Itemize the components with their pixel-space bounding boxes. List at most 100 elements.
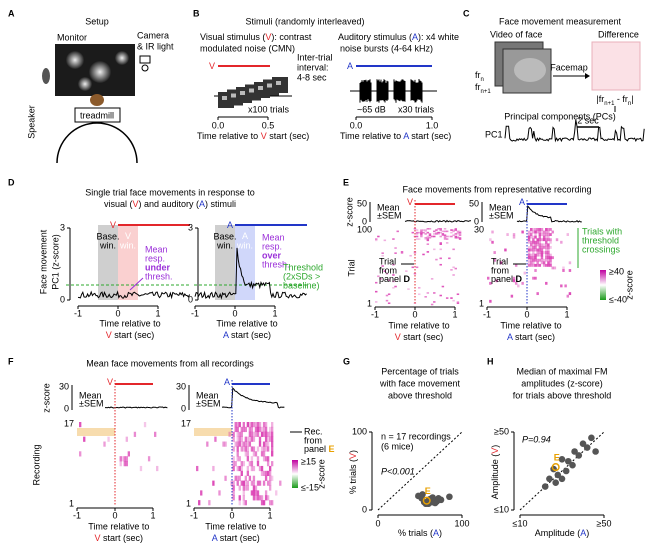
label: Camera [137, 30, 169, 40]
label: Mean [489, 202, 512, 212]
heat-cell [256, 426, 260, 433]
heat-cell [426, 228, 430, 230]
panel-title: Stimuli (randomly interleaved) [245, 16, 364, 26]
text-part: start (sec) [112, 330, 155, 340]
heat-cell [435, 233, 438, 235]
label: noise bursts (4-64 kHz) [340, 43, 433, 53]
heat-cell [242, 461, 245, 467]
label: 1 [452, 309, 457, 319]
label: A [227, 220, 233, 230]
heat-cell [530, 243, 533, 247]
label: ±SEM [196, 398, 220, 408]
text-part: start (sec) [401, 332, 444, 342]
heat-cell [545, 233, 548, 236]
heat-cell [246, 456, 250, 462]
heat-cell [240, 441, 243, 447]
heat-cell [240, 431, 243, 437]
heat-cell [420, 235, 423, 238]
text-part: ) stimuli [205, 199, 236, 209]
heat-cell [236, 475, 239, 481]
heat-cell [456, 302, 460, 305]
heat-cell [236, 436, 239, 442]
heat-cell [262, 470, 266, 477]
label: 0 [362, 216, 367, 226]
label: Rec. [304, 426, 323, 436]
heat-cell [266, 456, 270, 462]
heat-cell [250, 456, 254, 462]
heat-cell [437, 233, 440, 235]
heat-cell [493, 251, 496, 254]
heat-cell [232, 480, 235, 486]
heat-cell [532, 261, 535, 265]
heat-cell [238, 500, 241, 506]
text-part: start (sec) [513, 332, 556, 342]
label: panel E [304, 444, 335, 454]
heat-cell [454, 228, 457, 230]
heat-cell [415, 266, 419, 269]
label: modulated noise (CMN) [200, 43, 295, 53]
text-part: A [433, 528, 439, 538]
heat-cell [381, 252, 384, 254]
heat-cell [443, 238, 447, 240]
label: frn [475, 70, 484, 82]
stimulus-frame [240, 91, 245, 95]
heat-cell [256, 461, 260, 467]
heat-cell [562, 266, 565, 270]
heat-cell [387, 302, 391, 305]
label: x100 trials [248, 104, 290, 114]
heat-cell [256, 422, 260, 428]
response-window [235, 225, 255, 300]
label: 1 [155, 308, 160, 318]
text-part: V [348, 453, 358, 459]
heat-cell [538, 233, 542, 236]
heat-cell [208, 500, 211, 506]
heat-cell [415, 231, 419, 234]
heat-cell [450, 235, 453, 238]
heat-cell [143, 422, 147, 428]
text-part: start (sec) [217, 533, 260, 543]
heat-cell [512, 233, 516, 236]
label: Trials with [582, 226, 622, 236]
heat-cell [491, 240, 494, 244]
label: -1 [191, 308, 199, 318]
label: (6 mice) [381, 441, 414, 451]
heat-cell [454, 233, 457, 235]
heat-cell [232, 446, 235, 452]
label: Time relative to [99, 318, 160, 328]
heat-cell [536, 292, 539, 296]
heat-cell [562, 269, 565, 272]
heat-cell [246, 446, 250, 452]
heat-cell [246, 451, 250, 457]
heat-cell [236, 446, 239, 452]
heat-cell [538, 243, 542, 247]
text-part: V [407, 197, 413, 207]
stimulus-frame [222, 96, 227, 100]
point [546, 475, 553, 483]
highlight-point [551, 463, 560, 472]
heat-cell [527, 248, 531, 252]
heat-cell [504, 248, 507, 252]
label: Amplitude (V) [490, 445, 500, 500]
heat-cell [413, 252, 417, 254]
point [419, 491, 426, 498]
heat-cell [545, 256, 548, 260]
heat-cell [394, 285, 397, 288]
heat-cell [250, 480, 254, 486]
label: 1 [186, 498, 191, 508]
heat-cell [443, 228, 447, 230]
heat-cell [445, 242, 449, 244]
point [558, 475, 566, 483]
heat-cell [540, 243, 544, 247]
heat-cell [568, 261, 572, 265]
label: n = 17 recordings [381, 431, 451, 441]
text-part: visual ( [104, 199, 133, 209]
text-part: V [95, 533, 101, 543]
y-tick-label: ≥50 [494, 426, 509, 436]
heat-cell [527, 245, 531, 249]
label: V [125, 231, 131, 241]
heat-cell [246, 470, 250, 477]
heat-cell [256, 456, 260, 462]
label: Monitor [57, 32, 87, 42]
text-part: V [490, 448, 500, 454]
trace [194, 247, 307, 300]
